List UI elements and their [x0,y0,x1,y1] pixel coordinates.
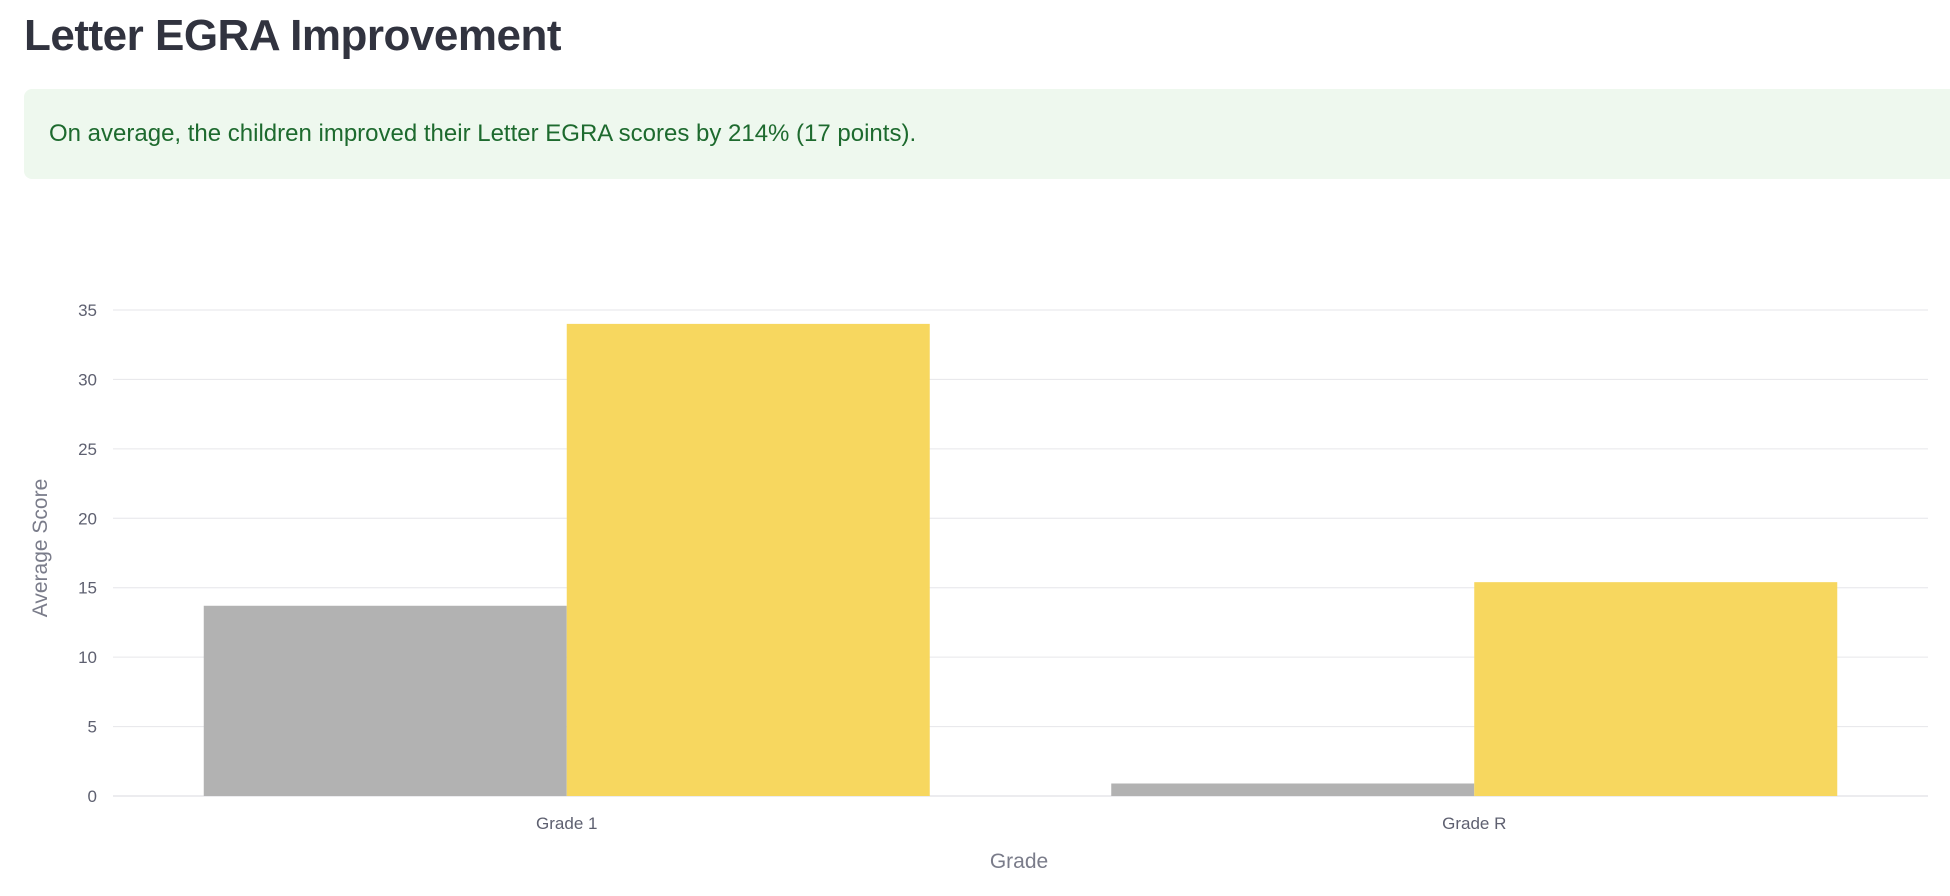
x-axis-ticks: Grade 1 Grade R [536,814,1506,833]
y-tick-label: 10 [78,648,97,667]
bar-grade-r-series-2[interactable] [1474,582,1838,796]
x-tick-label: Grade 1 [536,814,597,833]
bars [203,323,1838,796]
bar-grade-1-series-1[interactable] [203,605,567,796]
y-tick-label: 5 [88,718,97,737]
summary-alert: On average, the children improved their … [24,89,1950,179]
y-axis-title: Average Score [29,479,52,618]
x-axis-title: Grade [990,850,1048,873]
y-tick-label: 35 [78,301,97,320]
bar-grade-1-series-2[interactable] [566,323,930,796]
bar-grade-r-series-1[interactable] [1111,783,1475,796]
x-tick-label: Grade R [1442,814,1506,833]
y-axis-ticks: 0 5 10 15 20 25 30 35 [78,301,97,806]
y-tick-label: 15 [78,579,97,598]
y-tick-label: 25 [78,440,97,459]
summary-text: On average, the children improved their … [49,120,917,147]
page-title: Letter EGRA Improvement [24,11,561,60]
y-tick-label: 20 [78,509,97,528]
y-tick-label: 0 [88,787,97,806]
y-tick-label: 30 [78,370,97,389]
